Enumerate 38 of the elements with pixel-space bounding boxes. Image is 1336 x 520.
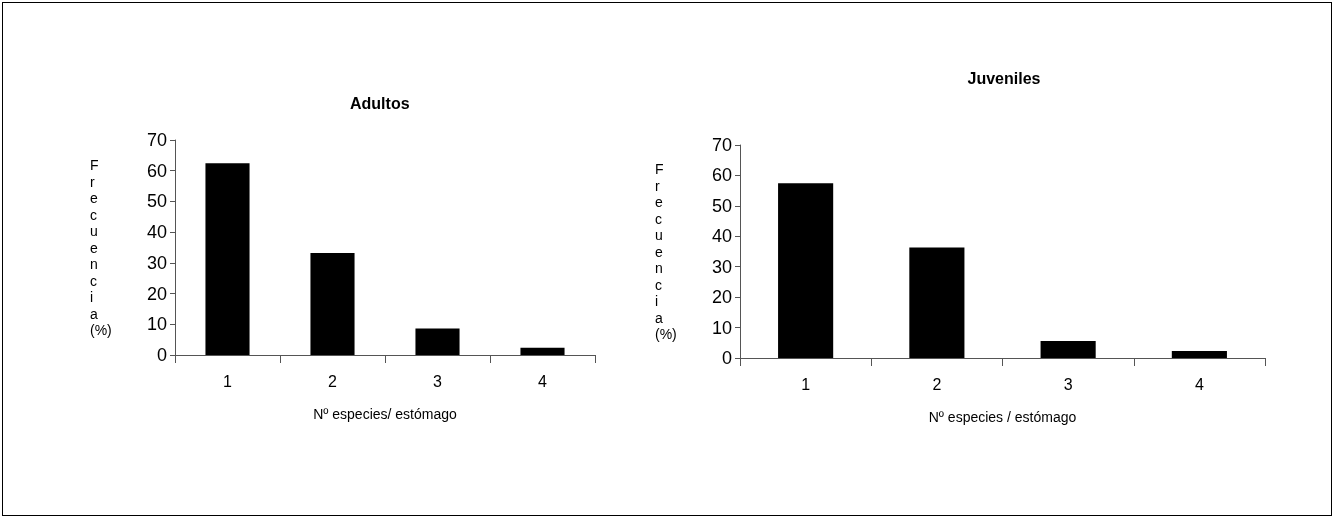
y-tick-label: 40 — [146, 222, 167, 243]
bar — [520, 347, 565, 355]
text: Frecuencia (%) — [655, 161, 677, 342]
y-tick-label: 70 — [711, 135, 732, 155]
y-tick-label: 60 — [146, 160, 167, 181]
bar — [1171, 351, 1227, 358]
bar — [205, 163, 250, 355]
y-tick-label: 0 — [721, 348, 732, 368]
x-axis-title: Nº especies/ estómago — [313, 406, 458, 422]
chart-title: Adultos — [350, 94, 410, 112]
y-tick-label: 70 — [146, 130, 167, 150]
x-axis-title: Nº especies / estómago — [928, 409, 1077, 425]
bar — [909, 247, 965, 358]
y-tick-label: 30 — [146, 252, 167, 273]
bar — [415, 328, 460, 355]
bar — [310, 253, 355, 355]
x-tick-label: 2 — [932, 375, 942, 393]
y-tick-label: 40 — [711, 226, 732, 247]
y-tick-label: 50 — [711, 195, 732, 216]
y-tick-label: 50 — [146, 191, 167, 212]
x-tick-label: 1 — [801, 375, 811, 393]
y-tick-label: 20 — [146, 283, 167, 304]
y-tick-label: 20 — [711, 287, 732, 308]
y-tick-label: 60 — [711, 165, 732, 186]
y-tick-label: 0 — [156, 345, 167, 365]
x-tick-label: 4 — [1194, 375, 1204, 393]
x-tick-label: 3 — [1063, 375, 1073, 393]
y-tick-label: 10 — [146, 314, 167, 335]
x-tick-label: 4 — [538, 372, 548, 390]
x-tick-label: 3 — [433, 372, 443, 390]
y-tick-label: 30 — [711, 256, 732, 277]
bar — [1040, 340, 1096, 358]
text: Frecuencia (%) — [90, 157, 112, 338]
chart-title: Juveniles — [967, 69, 1041, 87]
x-tick-label: 1 — [223, 372, 233, 390]
x-tick-label: 2 — [328, 372, 338, 390]
bar — [778, 183, 834, 358]
y-tick-label: 10 — [711, 317, 732, 338]
